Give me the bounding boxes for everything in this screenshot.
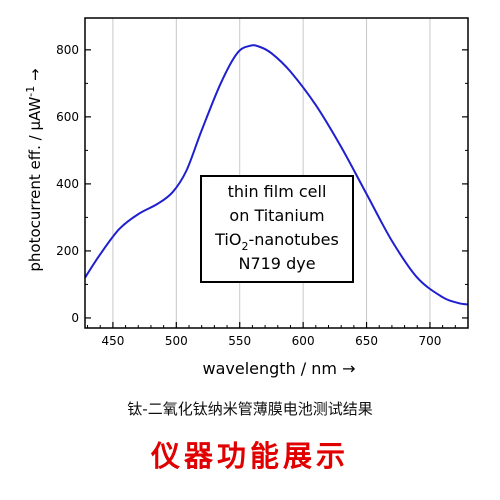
annotation-text: TiO	[214, 230, 241, 249]
y-tick-label: 400	[56, 177, 79, 191]
x-tick-label: 650	[355, 334, 378, 348]
annotation-line: thin film cell	[228, 182, 327, 201]
y-tick-label: 0	[71, 311, 79, 325]
photocurrent-chart: 450 500 550 600 650 700 0 200 400 600 800 waveleng…	[24, 17, 469, 378]
y-tick-label: 200	[56, 244, 79, 258]
annotation-tail: -nanotubes	[248, 230, 338, 249]
annotation-line: on Titanium	[229, 206, 324, 225]
annotation-subscript: 2	[241, 240, 248, 253]
y-tick-label: 800	[56, 43, 79, 57]
tick-layer: 450 500 550 600 650 700 0 200 400 600 800	[56, 43, 469, 348]
annotation-line: TiO2-nanotubes	[214, 230, 339, 253]
annotation-text: N719 dye	[238, 254, 315, 273]
x-tick-label: 550	[228, 334, 251, 348]
caption-text: 钛-二氧化钛纳米管薄膜电池测试结果	[127, 400, 373, 418]
annotation-line: N719 dye	[238, 254, 315, 273]
series-layer	[84, 44, 469, 306]
plot-frame	[84, 17, 469, 329]
annotation-text: on Titanium	[229, 206, 324, 225]
x-tick-label: 500	[165, 334, 188, 348]
x-tick-label: 700	[419, 334, 442, 348]
y-label-arrow: →	[26, 68, 44, 85]
caption-highlight: 仪器功能展示	[150, 439, 349, 473]
grid-layer	[112, 18, 431, 328]
y-label-superscript: -1	[24, 86, 37, 97]
y-label-main: photocurrent eff. / µAW	[26, 97, 44, 272]
series-line	[84, 44, 469, 306]
x-axis-label: wavelength / nm →	[203, 359, 356, 378]
annotation-text: thin film cell	[228, 182, 327, 201]
y-tick-label: 600	[56, 110, 79, 124]
x-tick-label: 600	[292, 334, 315, 348]
y-axis-label: photocurrent eff. / µAW-1 →	[24, 68, 44, 271]
x-tick-label: 450	[101, 334, 124, 348]
